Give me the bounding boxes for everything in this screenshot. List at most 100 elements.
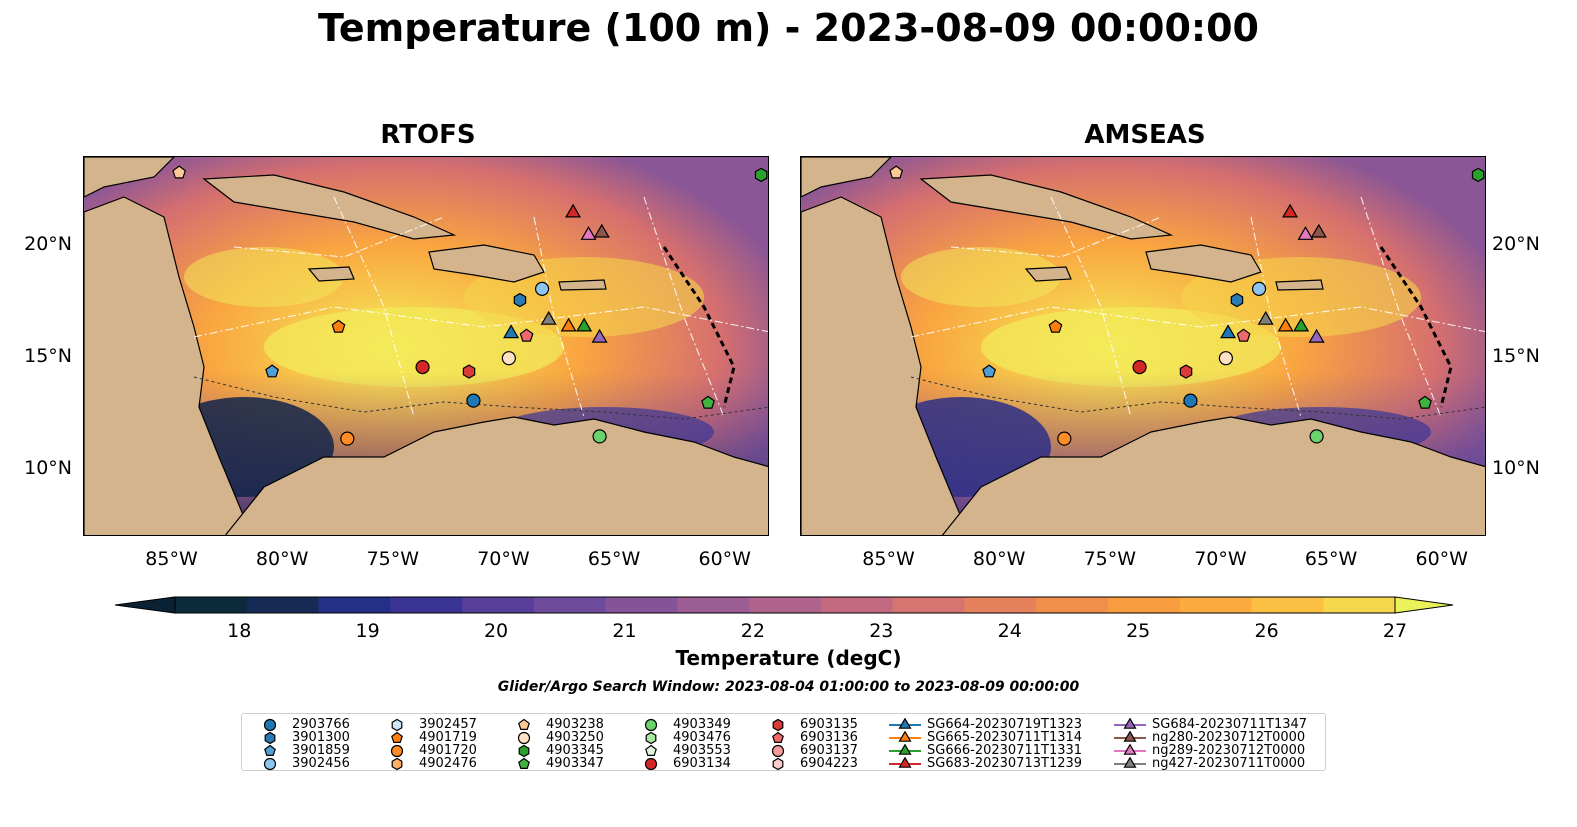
glider-marker [1257,310,1274,325]
legend-marker [390,744,404,758]
glider-marker [1310,223,1327,238]
legend-label: 6903137 [800,743,858,758]
legend-marker [391,731,403,743]
legend-marker [1123,718,1137,729]
panel-title-amseas: AMSEAS [1084,120,1206,150]
argo-float-marker [501,351,516,366]
argo-float-marker [592,429,607,444]
glider-marker [591,328,608,343]
glider-marker [580,225,597,240]
argo-float-marker [1230,292,1244,308]
colorbar-tick-label: 23 [869,620,894,642]
colorbar-segment [1323,597,1396,613]
legend-label: SG666-20230711T1331 [927,743,1083,758]
landmass [84,196,259,535]
colorbar-segment [246,597,320,613]
colorbar-tick-label: 27 [1382,620,1408,642]
legend-label: 4902476 [419,756,477,771]
argo-float-marker [172,165,187,179]
legend-marker [391,757,403,771]
landmass [558,279,607,291]
legend-label: ng280-20230712T0000 [1152,730,1306,745]
legend-label: 6903134 [673,756,731,771]
glider-marker [1293,317,1310,332]
colorbar-segment [964,597,1037,613]
legend-marker [644,757,658,771]
colorbar-tick-label: 22 [740,620,765,642]
legend-marker [898,731,912,742]
argo-float-marker [1179,364,1193,379]
legend-label: ng289-20230712T0000 [1152,743,1306,758]
argo-float-marker [889,165,904,179]
lat-tick-label: 15°N [1492,345,1540,368]
legend-label: SG665-20230711T1314 [927,730,1083,745]
legend-label: 4903476 [673,730,731,745]
colorbar-segment [749,597,822,613]
argo-float-marker [265,364,280,378]
argo-float-marker [1236,328,1251,342]
argo-float-marker [1048,319,1063,333]
legend-label: 6903135 [800,717,858,732]
legend-marker [518,757,530,769]
figure-title: Temperature (100 m) - 2023-08-09 00:00:0… [317,6,1259,50]
lon-tick-label: 85°W [145,548,198,570]
argo-float-marker [1309,429,1324,444]
legend-label: SG684-20230711T1347 [1152,717,1308,732]
glider-marker [503,324,520,339]
landmass [941,416,1485,535]
landmass [1145,244,1262,283]
colorbar-tick-label: 18 [227,620,252,642]
lat-tick-label: 20°N [24,233,72,256]
legend-label: 4903349 [673,717,731,732]
argo-float-marker [466,393,481,408]
glider-marker [1282,203,1299,218]
landmass [224,416,768,535]
argo-float-marker [534,281,550,296]
colorbar-segment [390,597,463,613]
colorbar [115,596,1454,614]
legend-label: 2903766 [292,717,350,732]
colorbar-segment [677,597,750,613]
argo-float-marker [701,395,715,409]
glider-marker [565,203,582,218]
argo-float-marker [1218,351,1233,366]
colorbar-tick-label: 25 [1126,620,1151,642]
search-window-text: Glider/Argo Search Window: 2023-08-04 01… [497,679,1080,695]
lon-tick-label: 70°W [477,548,530,570]
legend-marker [518,718,530,730]
colorbar-tick-label: 19 [355,620,380,642]
colorbar-segment [1251,597,1324,613]
colorbar-segment [318,597,391,613]
argo-float-marker [754,167,768,183]
lon-tick-label: 80°W [255,548,309,570]
legend-marker [898,744,912,755]
lon-tick-label: 65°W [1304,548,1358,570]
legend-marker [644,718,658,732]
legend-label: 4901719 [419,730,477,745]
landmass [202,174,457,240]
legend-label: 3901300 [292,730,350,745]
legend-marker [771,744,785,758]
lon-tick-label: 60°W [1415,548,1468,570]
landmass [1024,266,1072,282]
colorbar-segment [533,597,607,613]
legend-label: SG664-20230719T1323 [927,717,1083,732]
glider-marker [593,223,610,238]
legend-label: SG683-20230713T1239 [927,756,1083,771]
legend-label: 3902456 [292,756,350,771]
glider-marker [540,310,557,325]
lon-tick-label: 75°W [1083,548,1137,570]
legend-marker [391,718,403,732]
legend-marker [772,757,784,771]
landmass [919,174,1174,240]
lon-tick-label: 80°W [972,548,1026,570]
colorbar-segment [462,597,535,613]
glider-marker [1297,225,1314,240]
legend-marker [1123,731,1137,742]
colorbar-label: Temperature (degC) [675,646,902,670]
glider-marker [560,317,577,332]
colorbar-tick-label: 21 [612,620,637,642]
landmass [428,244,545,283]
legend-marker [263,757,277,771]
map-panel-rtofs [83,156,769,536]
